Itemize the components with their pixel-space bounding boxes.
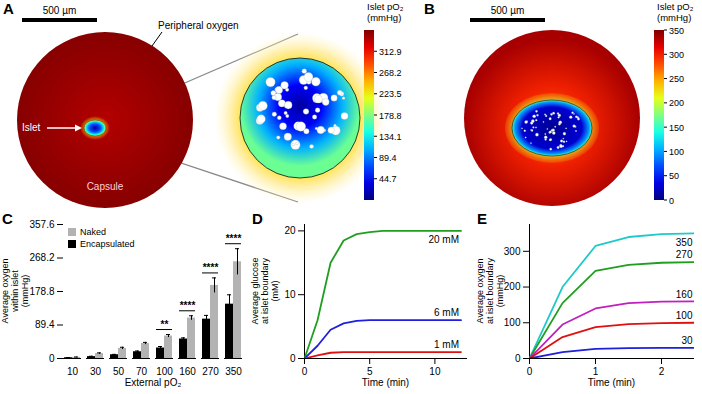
svg-text:A: A [3,0,14,17]
svg-text:10: 10 [284,289,296,300]
svg-text:350: 350 [676,237,693,248]
svg-text:Capsule: Capsule [87,181,124,192]
svg-text:500 µm: 500 µm [43,5,77,16]
svg-text:0: 0 [302,366,308,377]
svg-text:0: 0 [669,196,674,206]
html-text:Encapsulated: Encapsulated [80,239,135,249]
svg-text:1 mM: 1 mM [434,339,459,350]
svg-text:B: B [424,0,435,17]
svg-text:89.4: 89.4 [35,319,55,330]
svg-text:178.8: 178.8 [379,111,402,121]
svg-text:****: **** [180,300,196,311]
svg-text:Islet pO₂(mmHg): Islet pO₂(mmHg) [657,1,694,23]
svg-text:****: **** [203,262,219,273]
svg-text:100: 100 [676,310,693,321]
svg-text:270: 270 [676,249,693,260]
svg-text:50: 50 [113,366,125,377]
html-text:Time (min): Time (min) [361,377,410,388]
svg-text:20: 20 [284,225,296,236]
svg-text:178.8: 178.8 [29,286,54,297]
svg-text:10: 10 [429,366,441,377]
svg-text:30: 30 [90,366,102,377]
svg-text:89.4: 89.4 [379,153,397,163]
svg-text:350: 350 [225,366,242,377]
svg-text:70: 70 [136,366,148,377]
svg-text:0: 0 [290,353,296,364]
svg-text:Peripheral oxygen: Peripheral oxygen [158,20,239,31]
svg-text:160: 160 [676,289,693,300]
svg-text:2: 2 [659,366,665,377]
svg-text:44.7: 44.7 [379,174,397,184]
svg-text:160: 160 [179,366,196,377]
html-text:External pO₂: External pO₂ [124,377,182,388]
svg-text:268.2: 268.2 [29,252,54,263]
svg-text:300: 300 [504,246,521,257]
svg-text:134.1: 134.1 [379,132,402,142]
svg-text:100: 100 [669,147,684,157]
html-text:Naked: Naked [80,227,106,237]
svg-text:20 mM: 20 mM [428,234,459,245]
svg-text:100: 100 [156,366,173,377]
html-text:Time (min): Time (min) [587,377,636,388]
svg-text:5: 5 [367,366,373,377]
html-text:C: C [2,210,13,227]
svg-text:Islet pO₂(mmHg): Islet pO₂(mmHg) [367,1,404,23]
svg-text:0: 0 [49,353,55,364]
html-text:D: D [252,210,263,227]
svg-text:****: **** [226,233,242,244]
svg-text:0: 0 [527,366,533,377]
html-text:E: E [477,210,487,227]
svg-text:268.2: 268.2 [379,68,402,78]
svg-text:6 mM: 6 mM [434,307,459,318]
svg-text:350: 350 [669,26,684,36]
svg-text:200: 200 [504,281,521,292]
svg-text:150: 150 [669,123,684,133]
svg-text:30: 30 [681,335,693,346]
svg-text:223.5: 223.5 [379,89,402,99]
svg-text:270: 270 [202,366,219,377]
svg-text:357.6: 357.6 [29,219,54,230]
html-text:Average oxygen at islet bounda: Average oxygen at islet boundary (mmHg) [475,258,505,324]
svg-text:300: 300 [669,50,684,60]
svg-text:200: 200 [669,98,684,108]
svg-text:312.9: 312.9 [379,47,402,57]
html-text:Average oxygen within islet (m: Average oxygen within islet (mmHg) [0,258,30,324]
svg-text:250: 250 [669,74,684,84]
svg-text:100: 100 [504,317,521,328]
svg-text:1: 1 [593,366,599,377]
svg-text:500 µm: 500 µm [491,5,525,16]
svg-text:50: 50 [669,171,679,181]
svg-text:10: 10 [67,366,79,377]
svg-text:0: 0 [515,353,521,364]
html-text:Average glucose at islet bound: Average glucose at islet boundary (mM) [250,257,280,325]
svg-text:Islet: Islet [22,122,41,133]
svg-text:**: ** [161,319,169,330]
